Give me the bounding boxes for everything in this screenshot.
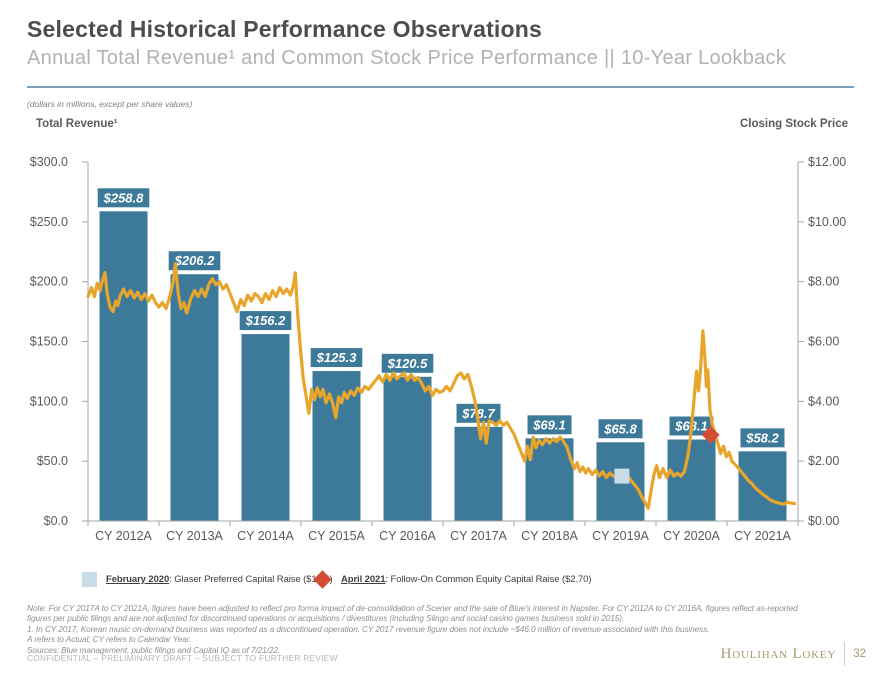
value-label-cy-2016a: $120.5	[387, 356, 429, 371]
value-label-box-cy-2012a	[97, 188, 150, 208]
footnote-line: 1. In CY 2017, Korean music on-demand bu…	[27, 623, 710, 634]
apr-2021-marker	[701, 425, 720, 444]
x-axis-label-cy-2020a: CY 2020A	[663, 529, 720, 543]
x-axis-label-cy-2019a: CY 2019A	[592, 529, 649, 543]
page-number: 32	[853, 648, 866, 660]
value-label-box-cy-2016a	[381, 353, 434, 373]
footer-divider	[844, 642, 846, 666]
revenue-bars	[99, 211, 787, 521]
right-axis-tick-label: $8.00	[808, 275, 839, 289]
value-label-box-cy-2013a	[168, 251, 221, 271]
right-axis-tick-label: $4.00	[808, 394, 839, 408]
x-axis-label-cy-2016a: CY 2016A	[379, 529, 436, 543]
x-axis-label-cy-2015a: CY 2015A	[308, 529, 365, 543]
revenue-bar-cy-2013a	[170, 274, 219, 521]
footnotes: Note: For CY 2017A to CY 2021A, figures …	[27, 603, 798, 655]
footnote-line: A refers to Actual; CY refers to Calenda…	[27, 634, 192, 645]
value-label-cy-2018a: $69.1	[532, 417, 566, 432]
page-subtitle: Annual Total Revenue¹ and Common Stock P…	[27, 47, 787, 69]
right-axis-tick-label: $0.00	[808, 514, 839, 528]
footnote-line: figures per public filings and are not a…	[27, 613, 625, 624]
page-title: Selected Historical Performance Observat…	[27, 16, 543, 42]
left-axis-tick-label: $50.0	[37, 454, 68, 468]
right-axis-tick-label: $10.00	[808, 215, 846, 229]
left-axis-tick-label: $0.0	[44, 514, 68, 528]
footnote-line: Note: For CY 2017A to CY 2021A, figures …	[27, 603, 798, 613]
value-label-cy-2019a: $65.8	[603, 421, 637, 436]
revenue-bar-cy-2020a	[667, 439, 716, 521]
legend-text: April 2021: Follow-On Common Equity Capi…	[341, 573, 592, 585]
x-axis-label-cy-2012a: CY 2012A	[95, 529, 152, 543]
left-axis-tick-label: $200.0	[30, 275, 68, 289]
x-axis-label-cy-2014a: CY 2014A	[237, 529, 294, 543]
axes: $0.0$50.0$100.0$150.0$200.0$250.0$300.0$…	[30, 155, 847, 543]
revenue-bar-cy-2018a	[525, 438, 574, 521]
left-axis-tick-label: $150.0	[30, 335, 68, 349]
value-label-box-cy-2014a	[239, 311, 292, 331]
revenue-bar-cy-2012a	[99, 211, 148, 521]
preferred-raise-square-icon	[82, 571, 97, 587]
value-label-cy-2012a: $258.8	[103, 190, 145, 205]
footer-brand-block: Houlihan Lokey 32	[721, 642, 866, 666]
equity-raise-diamond-icon	[313, 569, 332, 589]
left-axis-tick-label: $250.0	[30, 215, 68, 229]
value-label-cy-2015a: $125.3	[316, 350, 358, 365]
feb-2020-marker	[614, 468, 630, 484]
brand-logo: Houlihan Lokey	[720, 645, 837, 662]
left-axis-tick-label: $100.0	[30, 394, 68, 408]
header-divider	[27, 86, 854, 88]
value-label-box-cy-2017a	[456, 403, 501, 423]
combo-chart: $258.8$206.2$156.2$125.3 $120.5$78.7$69.1…	[30, 155, 847, 543]
value-label-cy-2014a: $156.2	[245, 313, 287, 328]
value-label-box-cy-2015a	[310, 348, 363, 368]
x-axis-label-cy-2017a: CY 2017A	[450, 529, 507, 543]
legend-text: February 2020: Glaser Preferred Capital …	[106, 573, 333, 585]
footnote-line: Sources: Blue management, public filings…	[27, 644, 281, 655]
right-axis-tick-label: $6.00	[808, 335, 839, 349]
stock-price-line	[86, 262, 797, 510]
revenue-value-labels: $258.8$206.2$156.2$125.3 $120.5$78.7$69.1…	[97, 188, 785, 448]
revenue-bar-cy-2021a	[738, 451, 787, 521]
units-note: (dollars in millions, except per share v…	[27, 99, 193, 109]
x-axis-label-cy-2018a: CY 2018A	[521, 529, 578, 543]
x-axis-label-cy-2013a: CY 2013A	[166, 529, 223, 543]
value-label-box-cy-2018a	[527, 415, 572, 435]
x-axis-label-cy-2021a: CY 2021A	[734, 529, 791, 543]
value-label-cy-2021a: $58.2	[745, 430, 779, 445]
right-axis-tick-label: $2.00	[808, 454, 839, 468]
left-axis-tick-label: $300.0	[30, 155, 68, 169]
revenue-bar-cy-2017a	[454, 426, 503, 521]
value-label-box-cy-2019a	[598, 419, 643, 439]
legend-item-april-2021: April 2021: Follow-On Common Equity Capi…	[313, 569, 592, 589]
legend-item-february-2020: February 2020: Glaser Preferred Capital …	[82, 570, 333, 588]
right-axis-title: Closing Stock Price	[739, 118, 848, 130]
revenue-bar-cy-2016a	[383, 376, 432, 521]
left-axis-title: Total Revenue¹	[36, 118, 118, 130]
value-label-box-cy-2021a	[740, 428, 785, 448]
confidential-note: CONFIDENTIAL – PRELIMINARY DRAFT – SUBJE…	[27, 653, 338, 663]
right-axis-tick-label: $12.00	[808, 155, 846, 169]
revenue-bar-cy-2014a	[241, 334, 290, 521]
value-label-cy-2013a: $206.2	[174, 253, 216, 268]
